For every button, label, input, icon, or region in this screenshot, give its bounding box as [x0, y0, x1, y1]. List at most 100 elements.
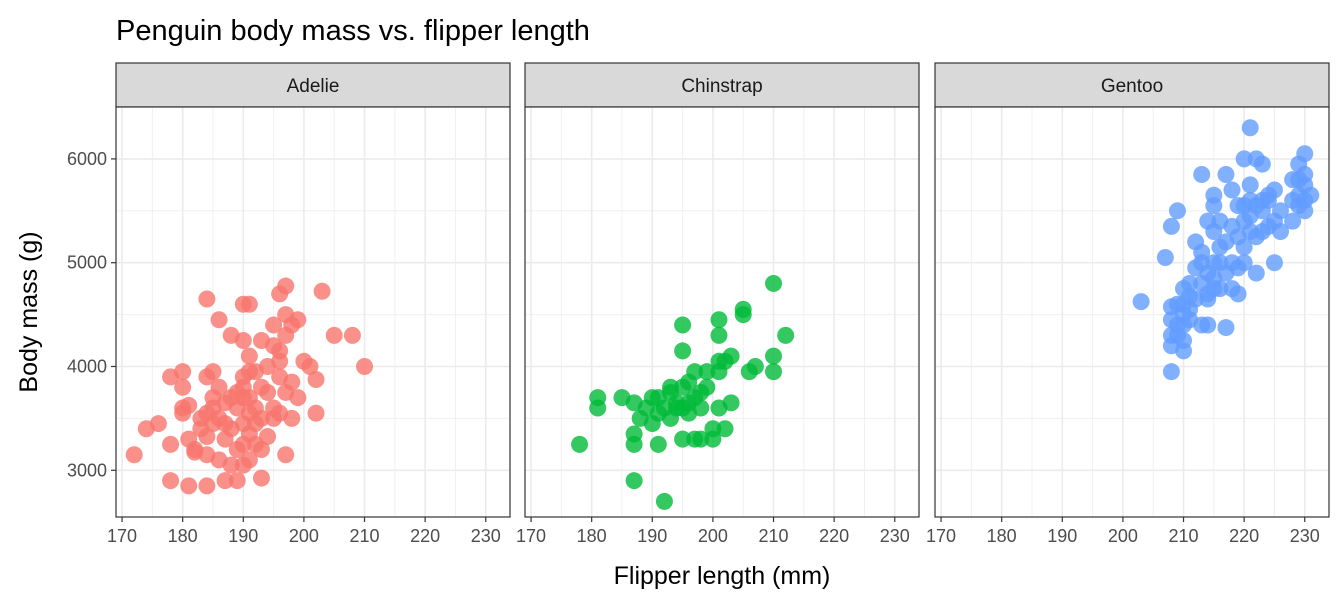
x-tick-label: 180 [577, 526, 607, 546]
data-point [259, 428, 277, 446]
data-point [228, 472, 246, 490]
data-point [283, 409, 301, 427]
data-point [1241, 176, 1259, 194]
x-tick-label: 190 [228, 526, 258, 546]
x-tick-label: 200 [289, 526, 319, 546]
data-point [1132, 293, 1150, 311]
data-point [649, 435, 667, 453]
data-point [204, 363, 222, 381]
x-tick-label: 210 [1168, 526, 1198, 546]
data-point [674, 430, 692, 448]
data-point [1162, 363, 1180, 381]
data-point [1235, 254, 1253, 272]
x-axis-title: Flipper length (mm) [614, 562, 831, 590]
data-point [240, 347, 258, 365]
facet-panel-chinstrap: Chinstrap 170 180 190 200 210 220 230 [516, 62, 920, 546]
data-point [1265, 254, 1283, 272]
data-point [162, 435, 180, 453]
x-tick-label: 210 [349, 526, 379, 546]
data-point [216, 472, 234, 490]
x-tick-label: 190 [1047, 526, 1077, 546]
data-point [222, 456, 240, 474]
data-point [259, 383, 277, 401]
data-point [1229, 285, 1247, 303]
plot-background [116, 107, 510, 517]
data-point [1247, 264, 1265, 282]
y-tick-label: 6000 [67, 149, 107, 169]
data-point [325, 326, 343, 344]
data-point [1168, 202, 1186, 220]
x-tick-label: 190 [637, 526, 667, 546]
facet-strip-label: Gentoo [1101, 76, 1163, 97]
data-point [1235, 150, 1253, 168]
data-point [289, 389, 307, 407]
data-point [1296, 145, 1314, 163]
data-point [710, 311, 728, 329]
data-point [174, 378, 192, 396]
data-point [765, 274, 783, 292]
facet-panels: Adelie 170 180 190 200 210 220 230 3000 4000 5000 6… [67, 62, 1330, 546]
x-tick-label: 220 [1229, 526, 1259, 546]
x-tick-label: 230 [471, 526, 501, 546]
data-point [198, 477, 216, 495]
y-tick-label: 5000 [67, 253, 107, 273]
data-point [301, 357, 319, 375]
data-point [277, 446, 295, 464]
data-point [716, 420, 734, 438]
data-point [277, 277, 295, 295]
plot-background [935, 107, 1329, 517]
data-point [356, 357, 374, 375]
data-point [240, 295, 258, 313]
data-point [698, 378, 716, 396]
data-point [271, 352, 289, 370]
data-point [1162, 217, 1180, 235]
data-point [307, 404, 325, 422]
data-point [313, 282, 331, 300]
data-point [686, 363, 704, 381]
data-point [1205, 197, 1223, 215]
data-point [722, 347, 740, 365]
data-point [198, 428, 216, 446]
data-point [1156, 249, 1174, 267]
data-point [710, 326, 728, 344]
data-point [125, 446, 143, 464]
data-point [661, 378, 679, 396]
data-point [698, 363, 716, 381]
facet-strip [115, 62, 511, 108]
facet-strip-label: Chinstrap [681, 76, 762, 97]
panel-border [115, 106, 511, 518]
y-tick-label: 3000 [67, 460, 107, 480]
x-tick-label: 210 [758, 526, 788, 546]
y-axis-title: Body mass (g) [15, 231, 43, 392]
facet-strip [524, 62, 920, 108]
data-point [1193, 165, 1211, 183]
chart-title: Penguin body mass vs. flipper length [116, 15, 590, 47]
x-tick-label: 170 [926, 526, 956, 546]
data-point [1181, 274, 1199, 292]
data-point [162, 472, 180, 490]
data-point [746, 357, 764, 375]
x-tick-label: 220 [410, 526, 440, 546]
data-point [1199, 316, 1217, 334]
data-point [234, 332, 252, 350]
data-point [765, 347, 783, 365]
data-point [1272, 202, 1290, 220]
data-point [571, 435, 589, 453]
data-point [1253, 155, 1271, 173]
data-point [265, 316, 283, 334]
x-tick-label: 180 [987, 526, 1017, 546]
data-point [734, 300, 752, 318]
panel-border [524, 106, 920, 518]
data-point [704, 420, 722, 438]
data-point [692, 430, 710, 448]
data-point [252, 409, 270, 427]
data-point [1272, 223, 1290, 241]
y-tick-label: 4000 [67, 356, 107, 376]
data-point [1211, 280, 1229, 298]
data-point [674, 342, 692, 360]
data-point [1217, 319, 1235, 337]
data-point [210, 378, 228, 396]
data-point [625, 472, 643, 490]
data-point [343, 326, 361, 344]
facet-panel-gentoo: Gentoo 170 180 190 200 210 220 230 [926, 62, 1330, 546]
